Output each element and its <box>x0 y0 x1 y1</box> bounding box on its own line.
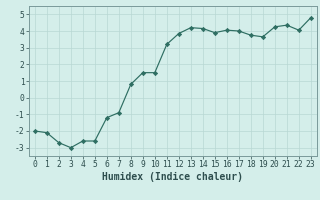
X-axis label: Humidex (Indice chaleur): Humidex (Indice chaleur) <box>102 172 243 182</box>
